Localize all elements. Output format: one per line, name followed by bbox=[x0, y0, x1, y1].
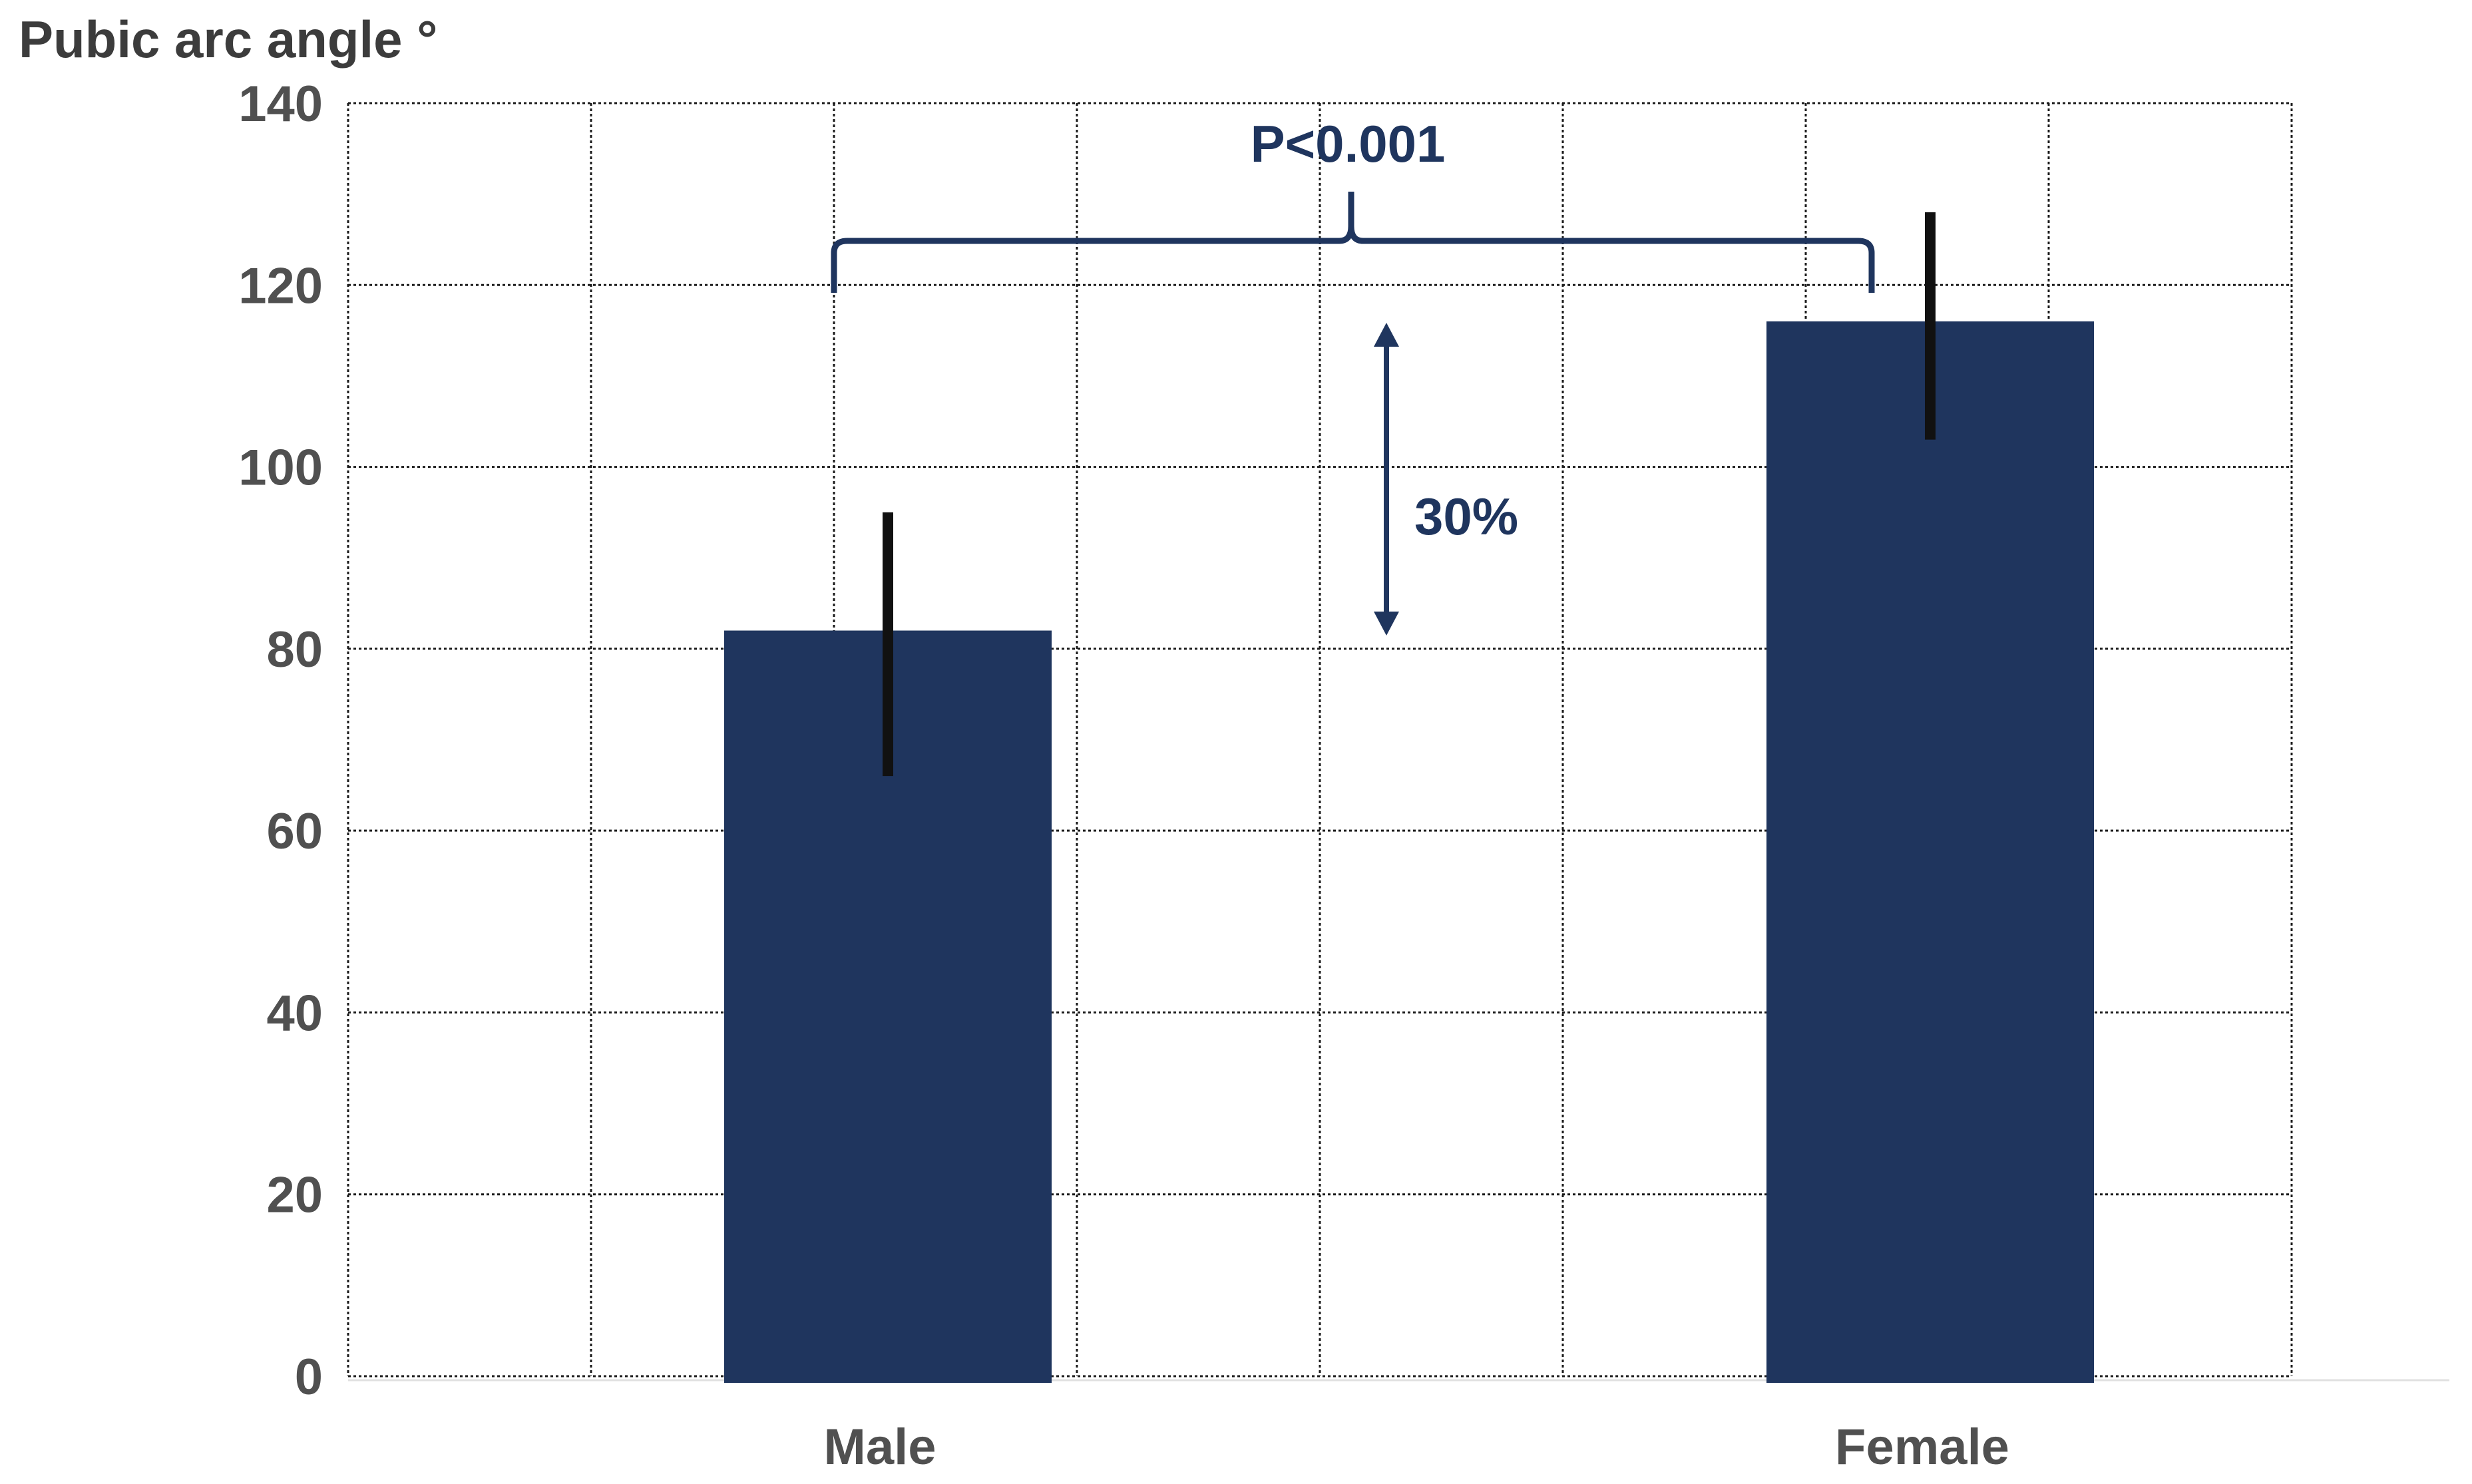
x-axis-labels: Male Female bbox=[824, 1419, 2009, 1475]
y-axis-title: Pubic arc angle ° bbox=[19, 10, 437, 69]
annotations: P<0.001 30% bbox=[831, 114, 1875, 636]
y-tick-label: 20 bbox=[266, 1167, 323, 1224]
y-tick-label: 100 bbox=[238, 440, 323, 496]
gridlines bbox=[347, 102, 2449, 1382]
x-tick-label: Male bbox=[824, 1419, 936, 1475]
y-tick-label: 0 bbox=[295, 1349, 323, 1405]
error-bars bbox=[883, 212, 1936, 777]
y-axis-ticks: 0 20 40 60 80 100 120 140 bbox=[238, 76, 323, 1405]
difference-label: 30% bbox=[1414, 487, 1518, 546]
bar-female bbox=[1766, 321, 2094, 1383]
arrow-head-up bbox=[1374, 323, 1399, 347]
y-tick-label: 140 bbox=[238, 76, 323, 132]
y-tick-label: 40 bbox=[266, 985, 323, 1041]
y-tick-label: 60 bbox=[266, 803, 323, 860]
y-tick-label: 80 bbox=[266, 622, 323, 678]
p-value-label: P<0.001 bbox=[1251, 114, 1446, 173]
y-tick-label: 120 bbox=[238, 258, 323, 314]
significance-bracket bbox=[831, 192, 1875, 293]
bars bbox=[724, 321, 2094, 1383]
arrow-head-down bbox=[1374, 612, 1399, 636]
x-tick-label: Female bbox=[1835, 1419, 2009, 1475]
